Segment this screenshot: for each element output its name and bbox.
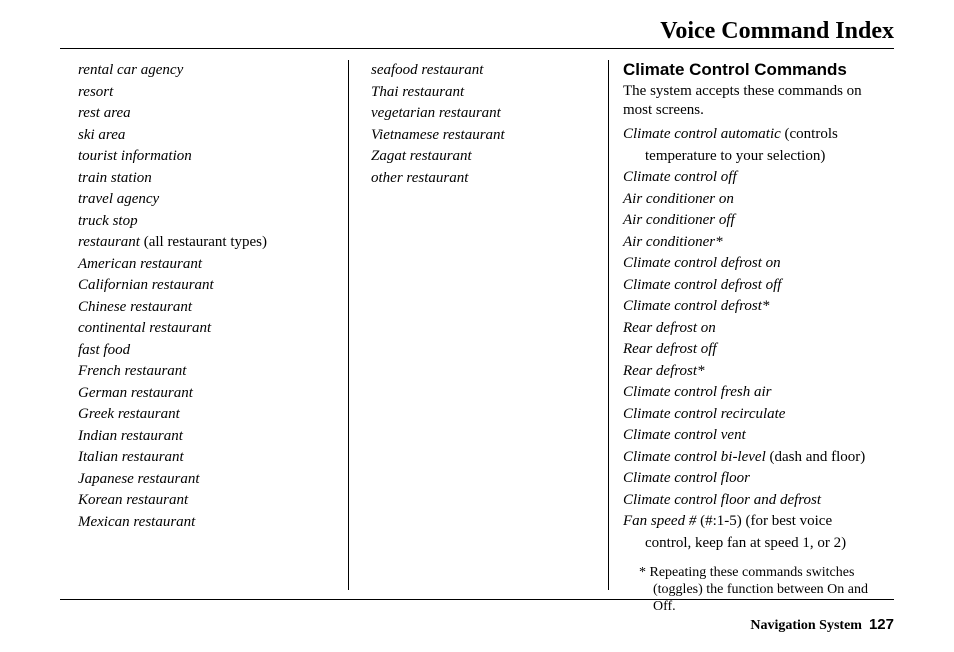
list-item: rental car agency bbox=[78, 60, 328, 82]
list-item: truck stop bbox=[78, 211, 328, 233]
command-item: Air conditioner* bbox=[623, 232, 878, 254]
list-item: French restaurant bbox=[78, 361, 328, 383]
command-item: Climate control defrost on bbox=[623, 253, 878, 275]
command-item: Fan speed # (#:1-5) (for best voice bbox=[623, 511, 878, 533]
footer: Navigation System 127 bbox=[750, 616, 894, 634]
list-item: Californian restaurant bbox=[78, 275, 328, 297]
section-heading: Climate Control Commands bbox=[623, 60, 878, 80]
list-item: Mexican restaurant bbox=[78, 512, 328, 534]
command-item: Climate control recirculate bbox=[623, 404, 878, 426]
list-item: Vietnamese restaurant bbox=[371, 125, 588, 147]
list-item: Chinese restaurant bbox=[78, 297, 328, 319]
command-item: Climate control fresh air bbox=[623, 382, 878, 404]
columns: rental car agencyresortrest areaski area… bbox=[78, 60, 898, 590]
footnote: * Repeating these commands switches (tog… bbox=[623, 564, 878, 615]
command-item: Climate control defrost* bbox=[623, 296, 878, 318]
rule-top bbox=[60, 48, 894, 49]
column-3: Climate Control Commands The system acce… bbox=[608, 60, 898, 590]
command-item: Climate control floor bbox=[623, 468, 878, 490]
command-item: Climate control defrost off bbox=[623, 275, 878, 297]
list-item: Italian restaurant bbox=[78, 447, 328, 469]
list-item: Zagat restaurant bbox=[371, 146, 588, 168]
page-title: Voice Command Index bbox=[660, 18, 894, 45]
command-item: Climate control off bbox=[623, 167, 878, 189]
command-list: Climate control automatic (controlstempe… bbox=[623, 124, 878, 554]
list-item: German restaurant bbox=[78, 383, 328, 405]
command-item: Climate control vent bbox=[623, 425, 878, 447]
command-item: Climate control bi-level (dash and floor… bbox=[623, 447, 878, 469]
command-item: Air conditioner off bbox=[623, 210, 878, 232]
list-item: restaurant (all restaurant types) bbox=[78, 232, 328, 254]
list-item: seafood restaurant bbox=[371, 60, 588, 82]
list-item: train station bbox=[78, 168, 328, 190]
list-item: vegetarian restaurant bbox=[371, 103, 588, 125]
list-item: tourist information bbox=[78, 146, 328, 168]
list-item: continental restaurant bbox=[78, 318, 328, 340]
command-item: Rear defrost on bbox=[623, 318, 878, 340]
rule-bottom bbox=[60, 599, 894, 600]
list-item: ski area bbox=[78, 125, 328, 147]
section-intro: The system accepts these commands on mos… bbox=[623, 82, 878, 120]
page-number: 127 bbox=[869, 616, 894, 633]
command-item: Rear defrost off bbox=[623, 339, 878, 361]
list-item: other restaurant bbox=[371, 168, 588, 190]
list-item: Indian restaurant bbox=[78, 426, 328, 448]
list-item: American restaurant bbox=[78, 254, 328, 276]
list-item: Thai restaurant bbox=[371, 82, 588, 104]
command-item: Climate control automatic (controls bbox=[623, 124, 878, 146]
command-item: Climate control floor and defrost bbox=[623, 490, 878, 512]
list-item: Korean restaurant bbox=[78, 490, 328, 512]
command-item-continuation: control, keep fan at speed 1, or 2) bbox=[623, 533, 878, 555]
list-item: resort bbox=[78, 82, 328, 104]
list-item: Japanese restaurant bbox=[78, 469, 328, 491]
list-item: travel agency bbox=[78, 189, 328, 211]
column-1: rental car agencyresortrest areaski area… bbox=[78, 60, 348, 590]
footer-label: Navigation System bbox=[750, 618, 862, 633]
column-2: seafood restaurantThai restaurantvegetar… bbox=[348, 60, 608, 590]
list-item: fast food bbox=[78, 340, 328, 362]
command-item: Air conditioner on bbox=[623, 189, 878, 211]
list-item: Greek restaurant bbox=[78, 404, 328, 426]
command-item-continuation: temperature to your selection) bbox=[623, 146, 878, 168]
command-item: Rear defrost* bbox=[623, 361, 878, 383]
list-item: rest area bbox=[78, 103, 328, 125]
page: Voice Command Index rental car agencyres… bbox=[0, 0, 954, 652]
